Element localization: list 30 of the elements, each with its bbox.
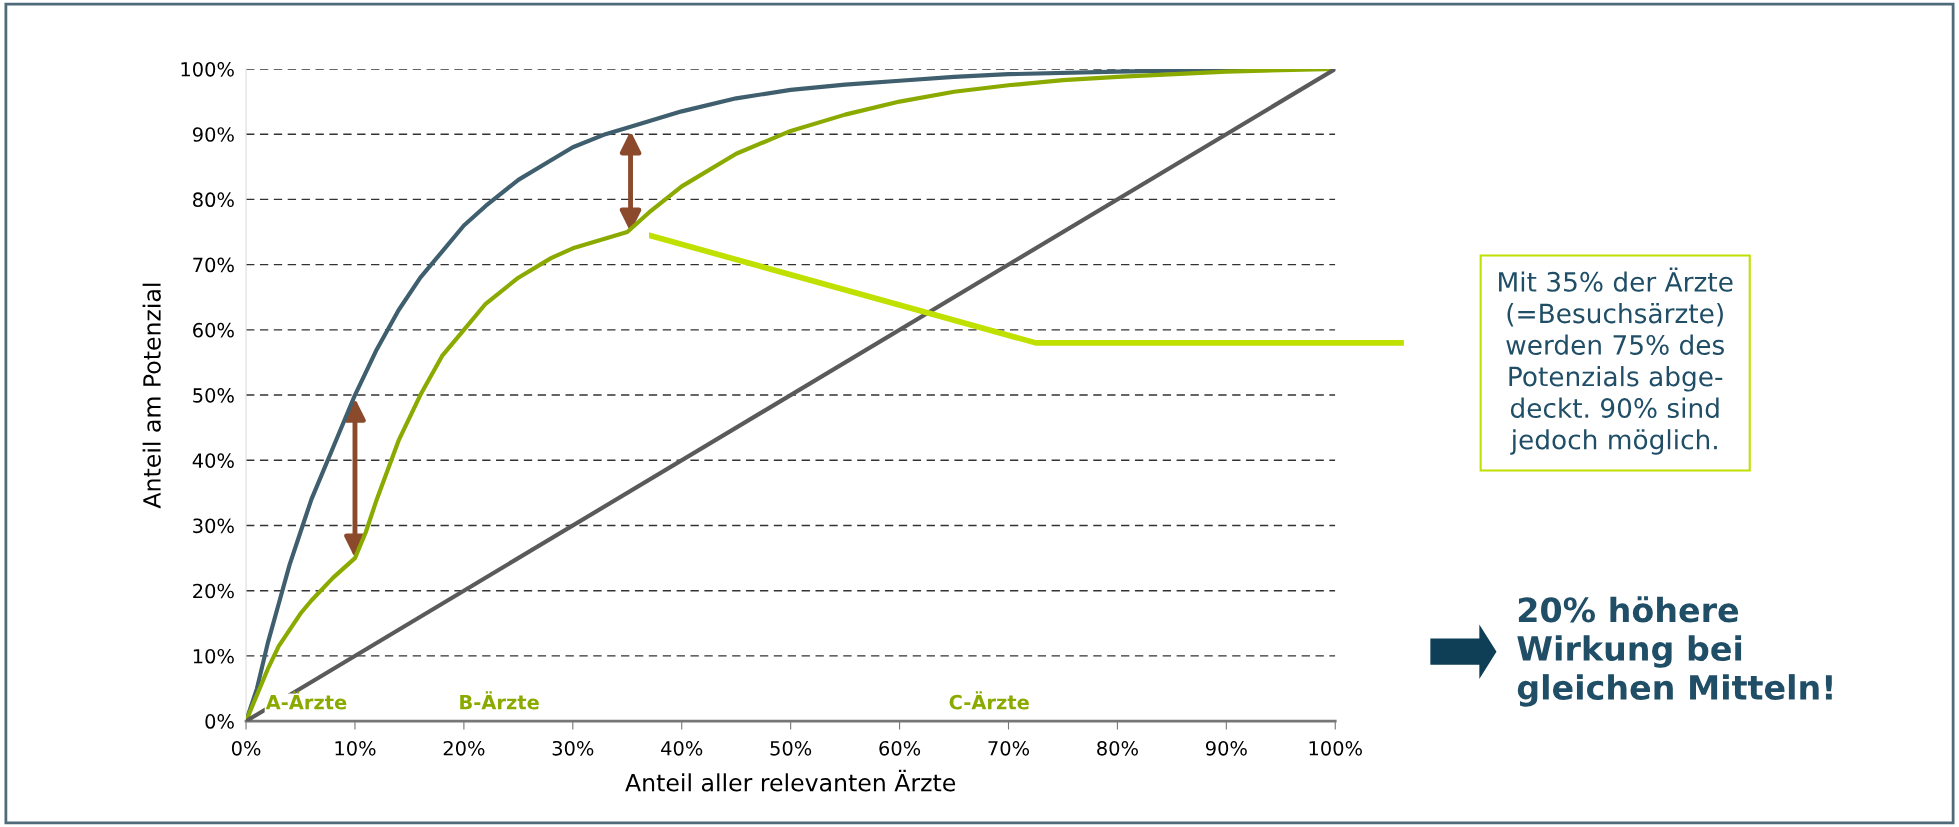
y-tick-label: 50%	[193, 388, 234, 403]
annotation: C-Ärzte	[949, 691, 1029, 710]
x-tick-label: 80%	[1097, 740, 1138, 756]
x-tick-label: 40%	[661, 740, 703, 756]
x-tick-label: 100%	[1309, 740, 1362, 756]
line-series	[246, 68, 1336, 722]
text: 20% höhere Wirkung bei gleichen Mitteln!	[1517, 596, 1832, 707]
x-tick-label: 90%	[1205, 740, 1247, 756]
x-tick-label: 60%	[879, 740, 921, 756]
x-tick-label: 50%	[770, 740, 812, 756]
y-tick-label: 90%	[192, 127, 234, 142]
y-tick-label: 70%	[193, 257, 234, 273]
x-tick-label: 30%	[552, 740, 594, 756]
y-tick-label: 20%	[193, 583, 234, 599]
y-tick-label: 100%	[181, 61, 234, 77]
x-tick-label: 20%	[443, 740, 485, 756]
annotation: A-Ärzte	[265, 691, 347, 710]
y-tick-label: 60%	[193, 322, 234, 338]
x-tick-label: 10%	[335, 740, 376, 756]
x-axis-title: Anteil aller relevanten Ärzte	[625, 769, 956, 792]
y-tick-label: 0%	[205, 714, 234, 729]
y-tick-label: 80%	[193, 192, 234, 208]
x-tick-label: 0%	[231, 740, 261, 756]
x-tick-label: 70%	[988, 740, 1030, 756]
y-axis-title: Anteil am Potenzial	[142, 283, 161, 509]
y-tick-label: 40%	[192, 453, 234, 468]
y-tick-label: 10%	[193, 648, 234, 664]
text: Mit 35% der Ärzte (=Besuchsärzte) werden 75% des Potenzials abge- deckt. 90% sind jedoch möglich.	[1499, 267, 1733, 455]
y-tick-label: 30%	[193, 518, 234, 534]
annotation: B-Ärzte	[460, 691, 539, 710]
